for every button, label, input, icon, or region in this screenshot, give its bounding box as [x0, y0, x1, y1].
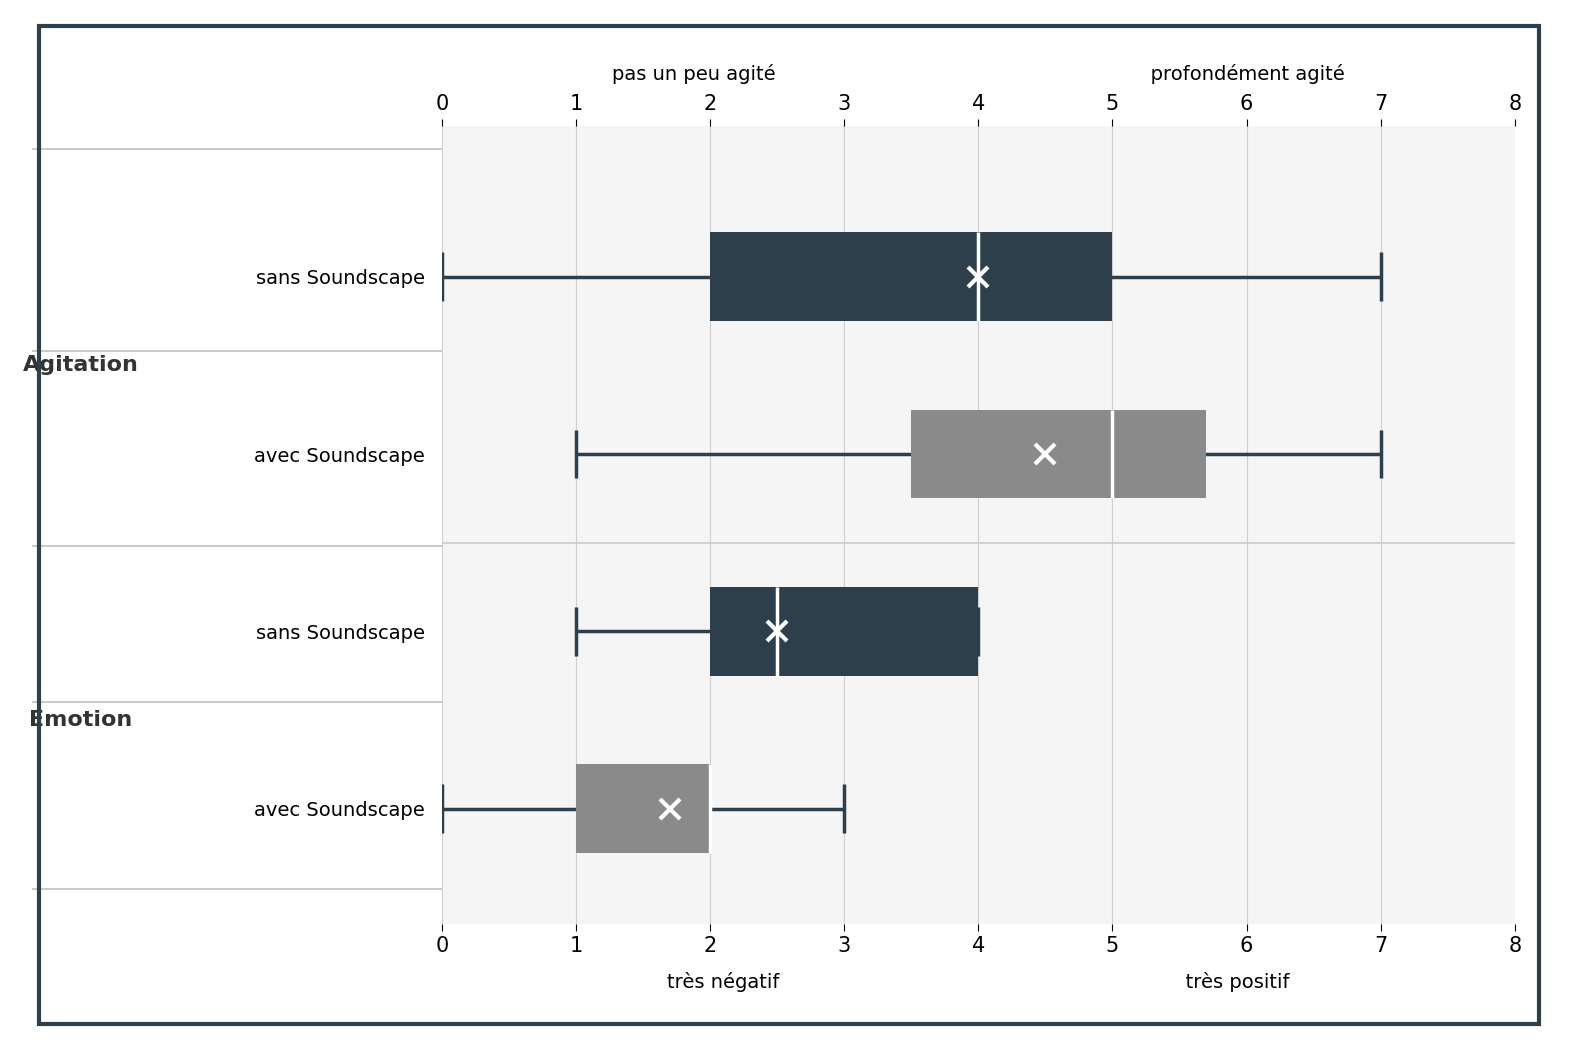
- Text: Emotion: Emotion: [28, 710, 133, 730]
- Bar: [576, 764, 710, 853]
- Text: Agitation: Agitation: [22, 355, 139, 376]
- Bar: [710, 587, 978, 676]
- X-axis label: très négatif                                                                 trè: très négatif trè: [667, 972, 1289, 992]
- X-axis label: pas un peu agité                                                            prof: pas un peu agité prof: [612, 64, 1344, 84]
- Bar: [912, 410, 1206, 499]
- Bar: [710, 232, 1112, 321]
